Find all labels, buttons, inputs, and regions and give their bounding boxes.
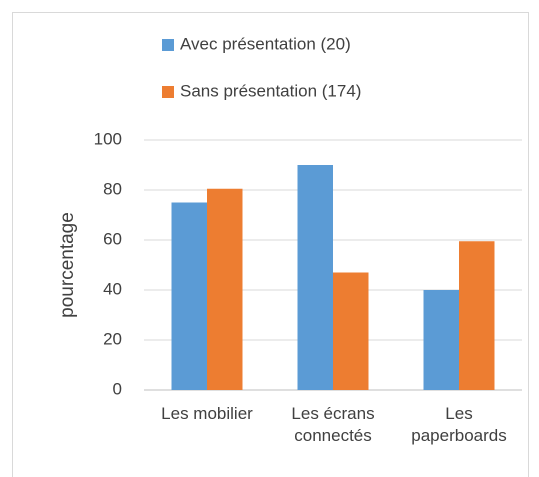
y-tick-label: 80 — [103, 179, 122, 198]
bar — [207, 188, 243, 390]
x-tick-label: Les mobilier — [161, 404, 253, 423]
legend-label: Avec présentation (20) — [180, 34, 351, 53]
y-tick-label: 40 — [103, 279, 122, 298]
bar — [171, 202, 207, 390]
y-tick-label: 20 — [103, 329, 122, 348]
legend-swatch — [162, 86, 174, 98]
bar — [459, 241, 495, 390]
bar — [333, 272, 369, 390]
y-tick-label: 0 — [113, 379, 122, 398]
y-tick-label: 100 — [94, 129, 122, 148]
chart-border — [12, 12, 529, 477]
legend-swatch — [162, 39, 174, 51]
x-tick-label: Les paperboards — [411, 404, 507, 445]
x-tick-label: Les écrans connectés — [291, 404, 375, 445]
y-axis-label: pourcentage — [57, 212, 78, 318]
bar — [297, 165, 333, 390]
legend-label: Sans présentation (174) — [180, 81, 361, 100]
bar — [423, 290, 459, 390]
y-tick-label: 60 — [103, 229, 122, 248]
